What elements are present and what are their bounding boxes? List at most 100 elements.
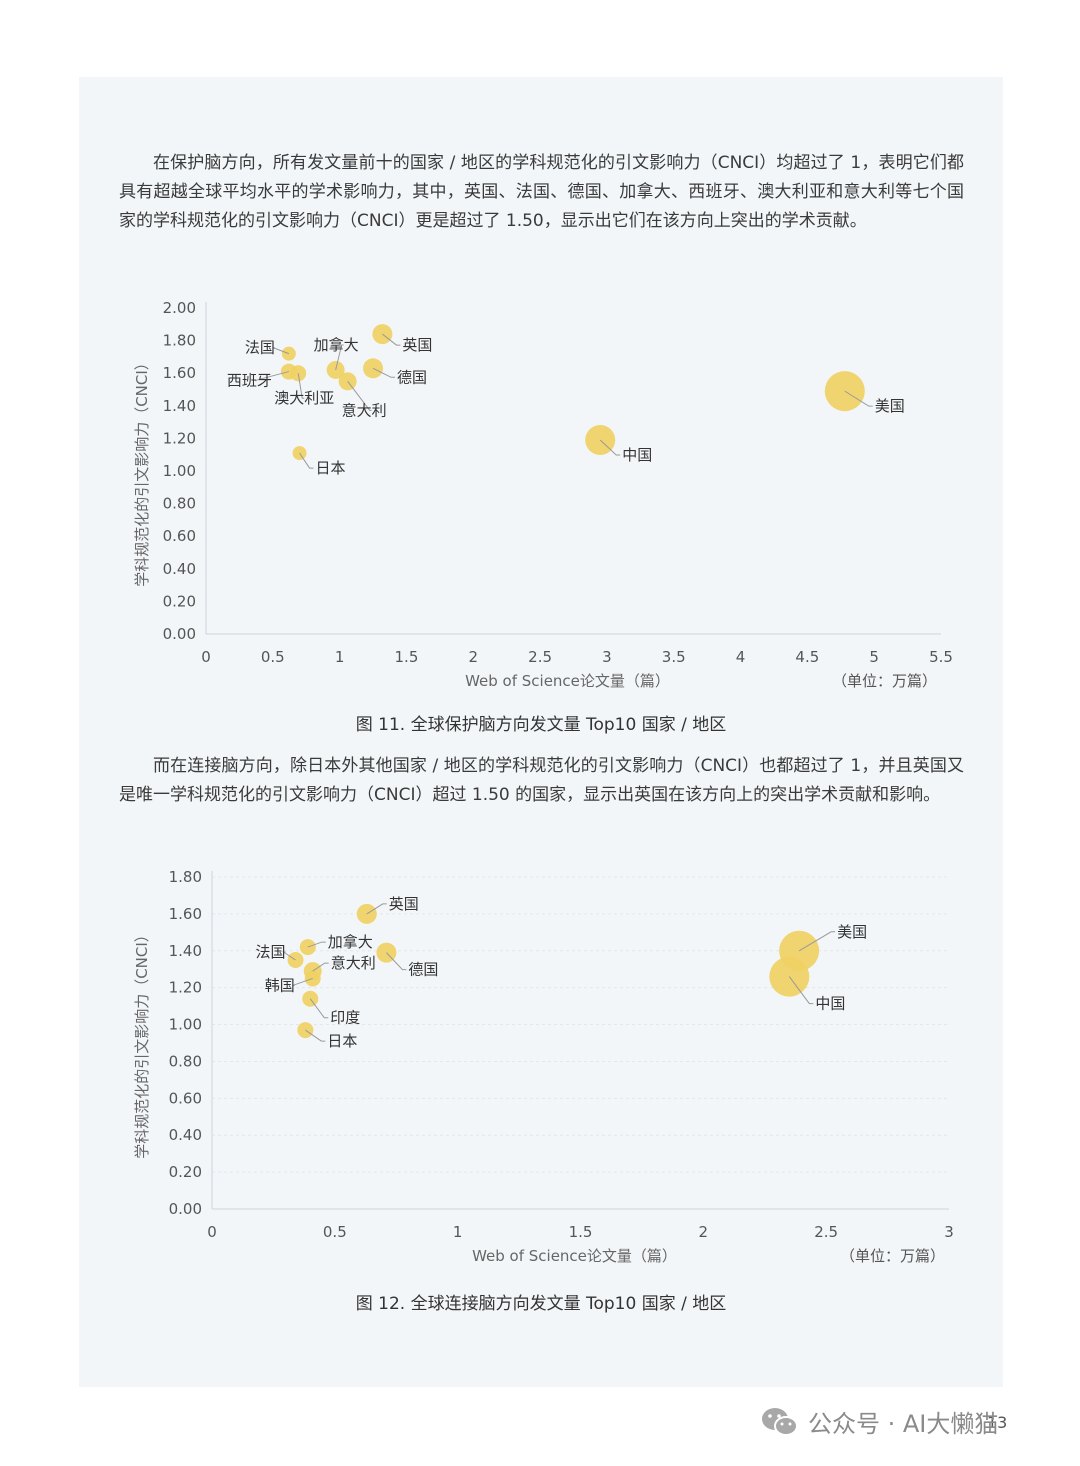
figure-caption-12: 图 12. 全球连接脑方向发文量 Top10 国家 / 地区	[355, 1294, 727, 1314]
unit-label: （单位：万篇）	[832, 672, 937, 690]
x-tick-label: 3.5	[662, 648, 686, 666]
x-tick-label: 1	[335, 648, 345, 666]
y-tick-label: 1.20	[169, 979, 202, 997]
point-label: 德国	[397, 368, 427, 386]
point-label: 西班牙	[227, 372, 272, 390]
leader-line	[305, 1029, 326, 1042]
leader-line	[297, 373, 305, 399]
point-label: 印度	[330, 1009, 360, 1027]
leader-line	[299, 452, 314, 469]
y-tick-label: 0.60	[163, 527, 196, 545]
point-label: 美国	[875, 397, 905, 415]
point-label: 韩国	[265, 976, 295, 994]
bubble-日本	[297, 1022, 314, 1039]
leader-line	[292, 977, 313, 986]
leader-line	[312, 962, 329, 972]
body-paragraph-1: 在保护脑方向，所有发文量前十的国家 / 地区的学科规范化的引文影响力（CNCI）…	[119, 153, 964, 231]
point-label: 加拿大	[314, 336, 359, 354]
leader-line	[272, 347, 290, 355]
y-axis-title: 学科规范化的引文影响力（CNCI）	[133, 927, 151, 1159]
leader-line	[372, 367, 396, 378]
x-tick-label: 3	[602, 648, 612, 666]
point-label: 澳大利亚	[274, 389, 334, 407]
bubble-西班牙	[280, 363, 297, 380]
x-tick-label: 5.5	[929, 648, 953, 666]
wechat-icon	[762, 1407, 798, 1436]
point-label: 意大利	[331, 954, 376, 972]
x-tick-label: 1	[453, 1223, 463, 1241]
x-tick-label: 0.5	[323, 1223, 347, 1241]
x-tick-label: 0	[201, 648, 211, 666]
y-tick-label: 0.60	[169, 1089, 202, 1107]
x-tick-label: 2.5	[528, 648, 552, 666]
y-tick-label: 1.80	[163, 332, 196, 350]
y-tick-label: 0.00	[169, 1200, 202, 1218]
point-label: 德国	[408, 961, 438, 979]
watermark: 公众号 · AI大懒猫	[760, 1404, 998, 1439]
x-tick-label: 1.5	[569, 1223, 593, 1241]
figure-caption-11: 图 11. 全球保护脑方向发文量 Top10 国家 / 地区	[355, 715, 727, 735]
leader-line	[844, 390, 873, 407]
body-paragraph-2: 而在连接脑方向，除日本外其他国家 / 地区的学科规范化的引文影响力（CNCI）也…	[119, 756, 964, 805]
point-label: 日本	[327, 1032, 357, 1050]
leader-line	[798, 931, 836, 952]
y-tick-label: 1.00	[169, 1016, 202, 1034]
x-tick-label: 1.5	[395, 648, 419, 666]
x-tick-label: 0	[207, 1223, 217, 1241]
watermark-text: 公众号 · AI大懒猫	[808, 1410, 999, 1438]
y-tick-label: 0.40	[163, 560, 196, 578]
y-tick-label: 0.40	[169, 1126, 202, 1144]
bubble-英国	[372, 324, 393, 345]
y-tick-label: 0.20	[169, 1163, 202, 1181]
y-tick-label: 0.20	[163, 592, 196, 610]
point-label: 法国	[256, 943, 286, 961]
x-axis-title: Web of Science论文量（篇）	[472, 1247, 677, 1265]
leader-line	[254, 371, 289, 382]
unit-label: （单位：万篇）	[840, 1247, 945, 1265]
leader-line	[386, 952, 407, 971]
leader-line	[307, 941, 326, 948]
point-label: 日本	[316, 459, 346, 477]
y-tick-label: 1.40	[163, 397, 196, 415]
leader-line	[599, 439, 621, 456]
point-label: 英国	[402, 336, 432, 354]
leader-line	[366, 903, 387, 915]
y-tick-label: 1.60	[169, 905, 202, 923]
x-tick-label: 3	[944, 1223, 954, 1241]
bubble-chart-connection-brain: 0.00 0.20 0.40 0.60 0.80 1.00 1.20 1.40 1.60 1.80…	[133, 868, 954, 1265]
point-label: 美国	[837, 923, 867, 941]
point-label: 中国	[815, 995, 845, 1013]
x-tick-label: 0.5	[261, 648, 285, 666]
leader-line	[788, 976, 814, 1005]
report-page: 在保护脑方向，所有发文量前十的国家 / 地区的学科规范化的引文影响力（CNCI）…	[79, 77, 1007, 1432]
leader-line	[347, 381, 372, 411]
bubble-中国	[769, 956, 810, 997]
point-label: 意大利	[342, 401, 387, 419]
y-tick-label: 1.40	[169, 942, 202, 960]
y-tick-label: 2.00	[163, 299, 196, 317]
x-tick-label: 2	[699, 1223, 709, 1241]
x-axis-title: Web of Science论文量（篇）	[465, 672, 670, 690]
point-label: 中国	[622, 446, 652, 464]
leader-line	[309, 998, 329, 1019]
bubble-法国	[281, 346, 296, 361]
point-label: 法国	[245, 339, 275, 357]
y-tick-label: 0.80	[169, 1052, 202, 1070]
leader-line	[382, 333, 401, 346]
x-tick-label: 2.5	[814, 1223, 838, 1241]
point-label: 加拿大	[328, 933, 373, 951]
leader-line	[281, 951, 296, 961]
bubble-英国	[356, 903, 377, 924]
x-tick-label: 5	[869, 648, 879, 666]
bubble-chart-protection-brain: 0.00 0.20 0.40 0.60 0.80 1.00 1.20 1.40 1.60 1.80…	[133, 299, 953, 690]
x-tick-label: 4	[736, 648, 746, 666]
y-tick-label: 1.00	[163, 462, 196, 480]
y-tick-label: 0.00	[163, 625, 196, 643]
page-number: 13	[987, 1413, 1008, 1432]
y-tick-label: 1.80	[169, 868, 202, 886]
y-tick-label: 1.60	[163, 364, 196, 382]
point-label: 英国	[389, 895, 419, 913]
x-tick-label: 4.5	[795, 648, 819, 666]
x-tick-label: 2	[468, 648, 478, 666]
y-tick-label: 1.20	[163, 429, 196, 447]
